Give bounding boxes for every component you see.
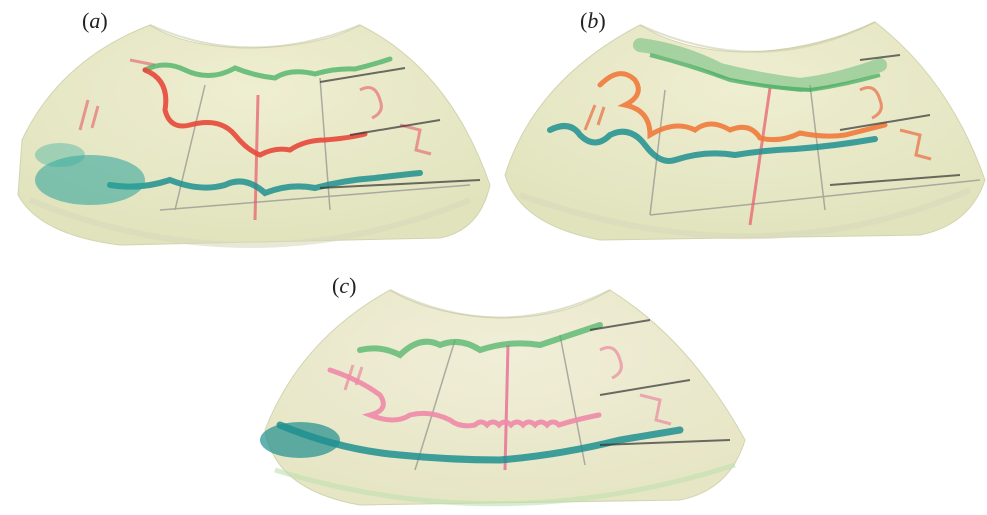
green-dye-trace-a: [142, 56, 393, 81]
teal-dye-trace-b: [547, 123, 878, 164]
teal-dye-blob-c: [260, 422, 340, 458]
panel-label-c: (c): [332, 273, 357, 298]
guide-wires-b: [829, 54, 961, 186]
red-dye-trace-a: [142, 67, 368, 158]
pink-markings-b: [583, 86, 932, 161]
guide-wires-c: [589, 319, 731, 446]
panel-label-a: (a): [82, 8, 108, 33]
teal-dye-blob-a: [35, 155, 145, 205]
green-dye-trace-b: [633, 38, 887, 93]
pencil-grid-c: [414, 334, 586, 471]
pink-dye-trace-c: [327, 367, 602, 429]
red-marker-line-b: [748, 87, 772, 226]
tray-sector-c: [264, 289, 746, 506]
photo-panel-c: [260, 289, 746, 507]
pink-markings-a: [78, 58, 432, 156]
panel-label-b: (b): [580, 8, 606, 33]
orange-dye-trace-b: [597, 71, 888, 143]
photo-panel-b: [504, 21, 986, 241]
guide-wires-a: [319, 67, 481, 189]
teal-dye-trace-c: [276, 421, 684, 464]
teal-dye-trace-a: [107, 170, 423, 197]
red-marker-line-a: [253, 94, 260, 221]
green-dye-trace-c: [357, 322, 603, 359]
photo-panel-a: [17, 24, 491, 248]
red-marker-line-c: [503, 344, 510, 471]
